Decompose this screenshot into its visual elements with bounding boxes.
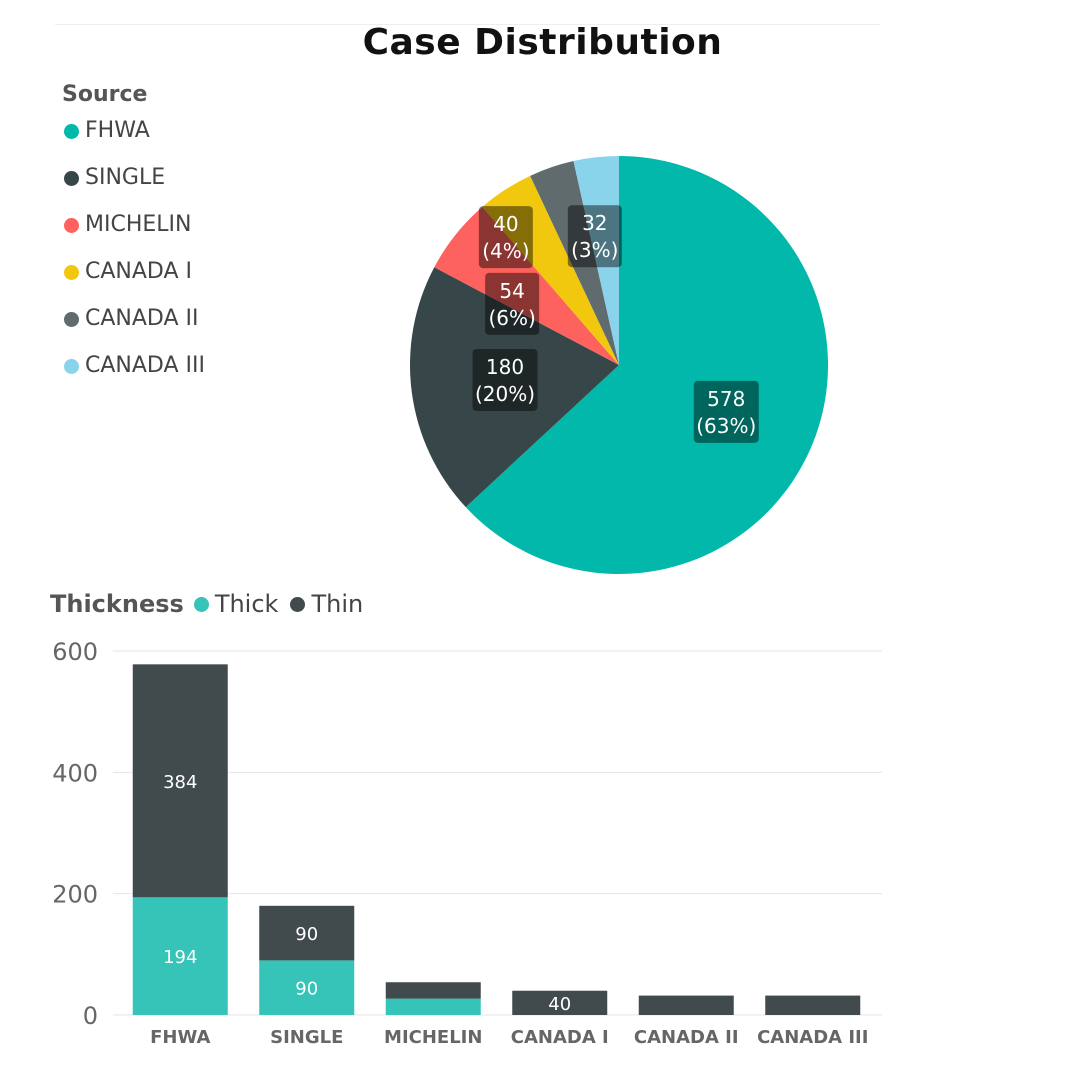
bar-data-label-thin-fhwa: 384 [163, 772, 197, 793]
data-label-value: 32 [582, 211, 607, 235]
bar-chart: 0 200 400 600 194 384 FHWA 90 90 SINGLE MICHELIN 40… [52, 638, 882, 1048]
bar-data-label-thin-canada-i: 40 [548, 994, 571, 1015]
legend-label-thin: Thin [311, 590, 364, 618]
pie-slice-single[interactable] [410, 267, 619, 508]
legend-label: SINGLE [85, 165, 166, 190]
pie-data-label-fhwa: 578 (63%) [693, 380, 759, 443]
canada-ii-dot-icon [64, 312, 79, 327]
pie-data-label-single: 180 (20%) [472, 348, 538, 411]
pie-slice-canada-ii[interactable] [530, 161, 619, 365]
fhwa-dot-icon [64, 124, 79, 139]
pie-data-label-canada-iii: 32 (3%) [567, 205, 622, 268]
legend-item-canada-iii[interactable]: CANADA III [64, 353, 205, 400]
legend-label: FHWA [85, 118, 150, 143]
legend-item-thick[interactable]: Thick [193, 590, 279, 618]
bar-data-label-thin-single: 90 [295, 924, 318, 945]
legend-label: MICHELIN [85, 212, 192, 237]
legend-label: CANADA II [85, 306, 199, 331]
legend-item-thin[interactable]: Thin [290, 590, 363, 618]
data-label-percent: (3%) [571, 238, 618, 262]
legend-label: CANADA I [85, 259, 193, 284]
x-tick-label-canada-iii: CANADA III [757, 1027, 868, 1048]
data-label-value: 578 [707, 387, 745, 411]
thin-dot-icon [290, 596, 306, 612]
data-label-box [567, 205, 622, 268]
pie-slice-michelin[interactable] [434, 206, 619, 365]
x-tick-label-michelin: MICHELIN [384, 1027, 482, 1048]
legend-item-michelin[interactable]: MICHELIN [64, 212, 205, 259]
pie-legend-title: Source [62, 82, 148, 107]
top-divider [55, 24, 880, 25]
bar-thick-fhwa[interactable] [132, 897, 228, 1015]
data-label-value: 40 [493, 212, 518, 236]
bar-legend: Thickness Thick Thin [50, 590, 375, 618]
pie-slice-fhwa[interactable] [465, 156, 829, 574]
bar-thin-fhwa[interactable] [132, 664, 228, 898]
pie-slice-canada-i[interactable] [482, 175, 619, 365]
michelin-dot-icon [64, 218, 79, 233]
data-label-value: 180 [486, 355, 524, 379]
legend-label-thick: Thick [214, 590, 279, 618]
legend-item-single[interactable]: SINGLE [64, 165, 205, 212]
pie-slice-canada-iii[interactable] [573, 156, 619, 365]
x-tick-label-canada-i: CANADA I [511, 1027, 609, 1048]
bar-thick-michelin[interactable] [385, 998, 481, 1015]
data-label-box [478, 206, 533, 269]
bar-legend-title: Thickness [50, 590, 184, 618]
thick-dot-icon [193, 596, 209, 612]
data-label-box [693, 380, 759, 443]
data-label-percent: (63%) [696, 414, 756, 438]
x-tick-label-canada-ii: CANADA II [634, 1027, 739, 1048]
bar-data-label-thick-fhwa: 194 [163, 947, 197, 968]
data-label-value: 54 [499, 279, 524, 303]
bar-thin-canada-iii[interactable] [765, 995, 861, 1015]
y-tick-label: 600 [52, 638, 98, 666]
y-tick-label: 200 [52, 881, 98, 909]
legend-label: CANADA III [85, 353, 205, 378]
bar-thin-canada-ii[interactable] [638, 995, 734, 1015]
bar-thick-single[interactable] [259, 960, 355, 1015]
data-label-box [472, 348, 538, 411]
legend-item-canada-i[interactable]: CANADA I [64, 259, 205, 306]
data-label-percent: (20%) [475, 382, 535, 406]
pie-legend: FHWA SINGLE MICHELIN CANADA I CANADA II CANAD… [64, 118, 205, 400]
x-tick-label-single: SINGLE [270, 1027, 343, 1048]
canada-i-dot-icon [64, 265, 79, 280]
pie-data-label-canada-i: 40 (4%) [478, 206, 533, 269]
data-label-percent: (6%) [488, 306, 535, 330]
bar-thin-michelin[interactable] [385, 982, 481, 999]
bar-data-label-thick-single: 90 [295, 979, 318, 1000]
legend-item-fhwa[interactable]: FHWA [64, 118, 205, 165]
legend-item-canada-ii[interactable]: CANADA II [64, 306, 205, 353]
data-label-box [485, 272, 540, 335]
pie-chart: 578 (63%) 180 (20%) 54 (6%) 40 (4%) 32 (3%) [410, 156, 829, 574]
canada-iii-dot-icon [64, 359, 79, 374]
y-tick-label: 0 [83, 1002, 98, 1030]
single-dot-icon [64, 171, 79, 186]
x-tick-label-fhwa: FHWA [150, 1027, 210, 1048]
chart-title: Case Distribution [362, 22, 723, 63]
y-tick-label: 400 [52, 759, 98, 787]
pie-data-label-michelin: 54 (6%) [485, 272, 540, 335]
bar-thin-canada-i[interactable] [512, 990, 608, 1015]
bar-thin-single[interactable] [259, 905, 355, 961]
data-label-percent: (4%) [482, 239, 529, 263]
